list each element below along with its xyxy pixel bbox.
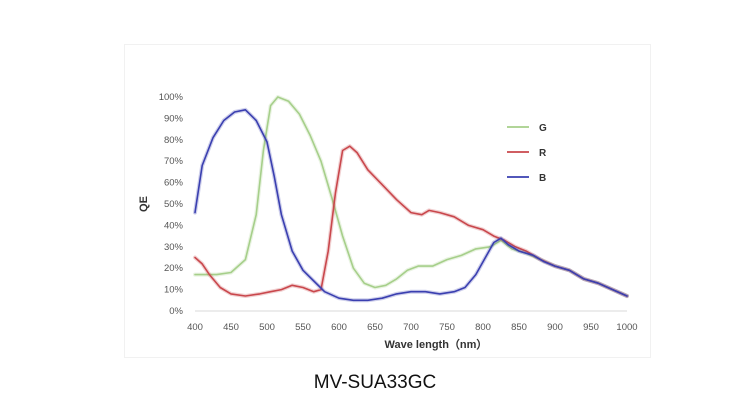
x-tick-label: 750 <box>439 322 455 333</box>
x-tick-label: 1000 <box>616 322 637 333</box>
y-tick-label: 10% <box>164 285 184 296</box>
y-tick-label: 50% <box>164 199 184 210</box>
x-axis-title: Wave length（nm） <box>385 338 488 351</box>
y-tick-label: 30% <box>164 242 184 253</box>
legend-label-b: B <box>539 173 546 184</box>
x-tick-label: 400 <box>187 322 203 333</box>
x-tick-label: 900 <box>547 322 563 333</box>
x-tick-label: 700 <box>403 322 419 333</box>
y-tick-label: 20% <box>164 263 184 274</box>
x-tick-label: 950 <box>583 322 599 333</box>
chart-panel: 0% 10% 20% 30% 40% 50% 60% 70% 80% 90% 100% 400 450 5… <box>125 45 650 357</box>
y-tick-label: 0% <box>169 306 183 317</box>
legend-label-r: R <box>539 148 547 159</box>
x-tick-label: 600 <box>331 322 347 333</box>
y-tick-label: 80% <box>164 135 184 146</box>
qe-chart: 0% 10% 20% 30% 40% 50% 60% 70% 80% 90% 100% 400 450 5… <box>138 92 638 351</box>
legend-label-g: G <box>539 123 547 134</box>
y-tick-label: 40% <box>164 220 184 231</box>
series-line-b <box>194 109 628 302</box>
y-tick-label: 100% <box>159 92 184 103</box>
x-tick-label: 500 <box>259 322 275 333</box>
y-tick-label: 70% <box>164 156 184 167</box>
x-tick-label: 800 <box>475 322 491 333</box>
x-tick-label: 650 <box>367 322 383 333</box>
y-tick-label: 90% <box>164 113 184 124</box>
y-tick-label: 60% <box>164 178 184 189</box>
x-tick-label: 850 <box>511 322 527 333</box>
x-tick-label: 550 <box>295 322 311 333</box>
series-line-halo-b <box>193 107 629 303</box>
y-axis-title: QE <box>138 196 150 212</box>
x-tick-label: 450 <box>223 322 239 333</box>
figure-caption: MV-SUA33GC <box>313 372 437 393</box>
